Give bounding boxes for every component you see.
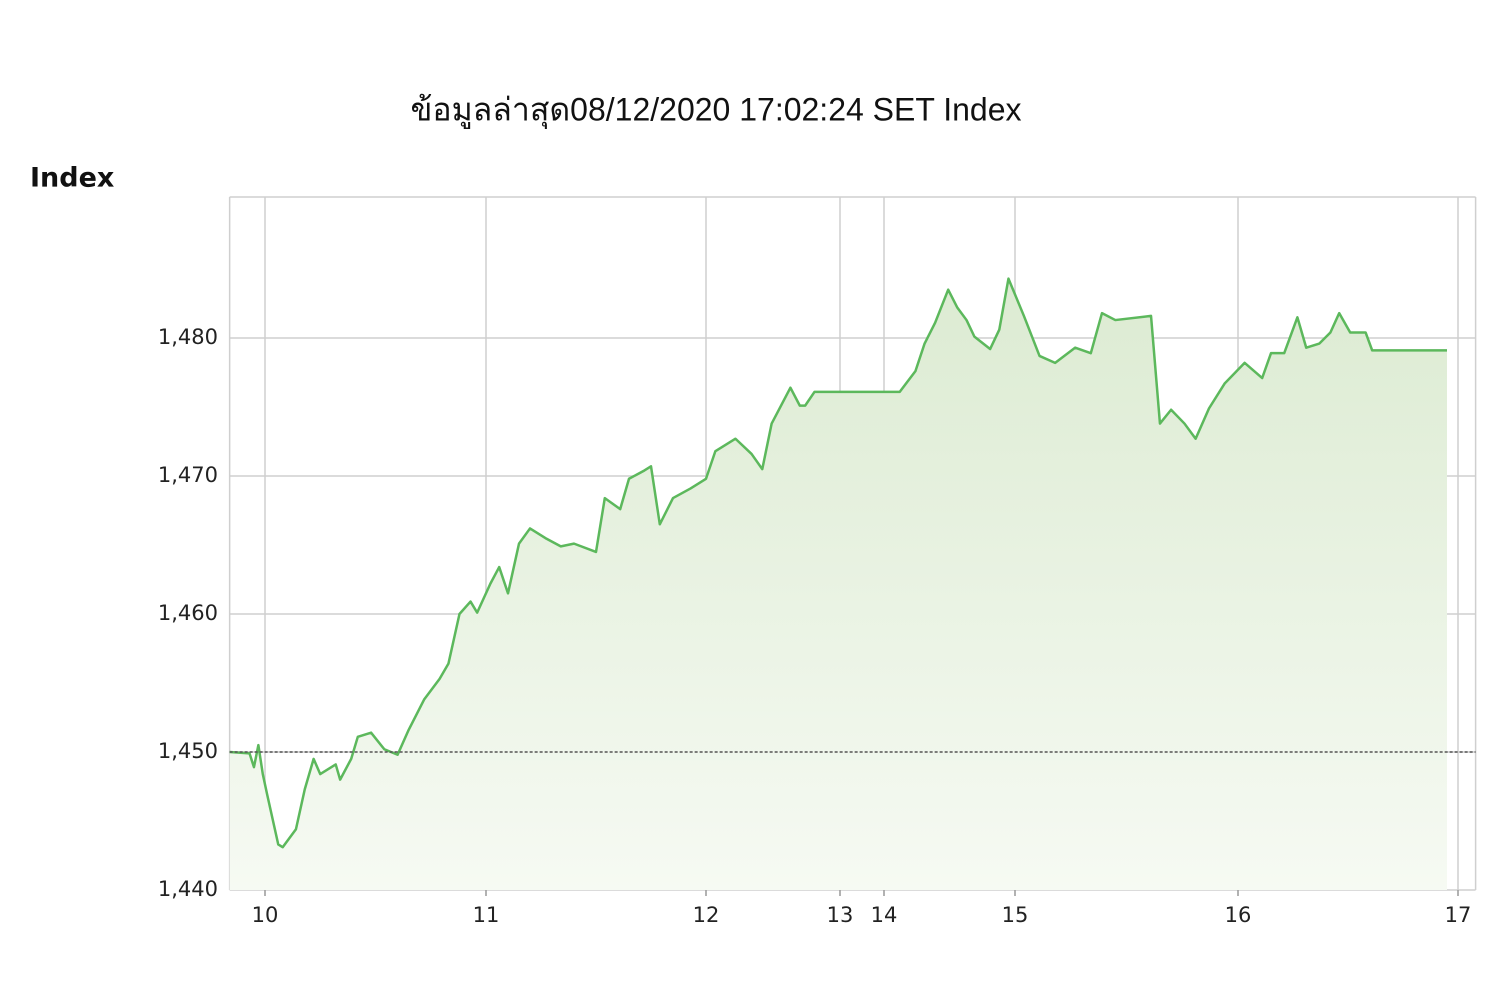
- x-tick-label: 15: [1002, 903, 1029, 927]
- x-tick-label: 12: [693, 903, 720, 927]
- x-tick-label: 13: [827, 903, 854, 927]
- chart-title: ข้อมูลล่าสุด08/12/2020 17:02:24 SET Inde…: [410, 91, 1021, 129]
- x-tick-label: 16: [1225, 903, 1252, 927]
- y-tick-label: 1,460: [158, 601, 218, 625]
- area-fill: [229, 278, 1447, 890]
- x-tick-label: 11: [473, 903, 500, 927]
- y-tick-label: 1,450: [158, 739, 218, 763]
- price-line: [229, 277, 1447, 849]
- x-tick-label: 17: [1445, 903, 1472, 927]
- y-axis-label: Index: [30, 163, 114, 194]
- x-tick-label: 10: [252, 903, 279, 927]
- y-tick-label: 1,440: [158, 877, 218, 901]
- y-tick-label: 1,480: [158, 325, 218, 349]
- y-tick-label: 1,470: [158, 463, 218, 487]
- x-tick-label: 14: [871, 903, 898, 927]
